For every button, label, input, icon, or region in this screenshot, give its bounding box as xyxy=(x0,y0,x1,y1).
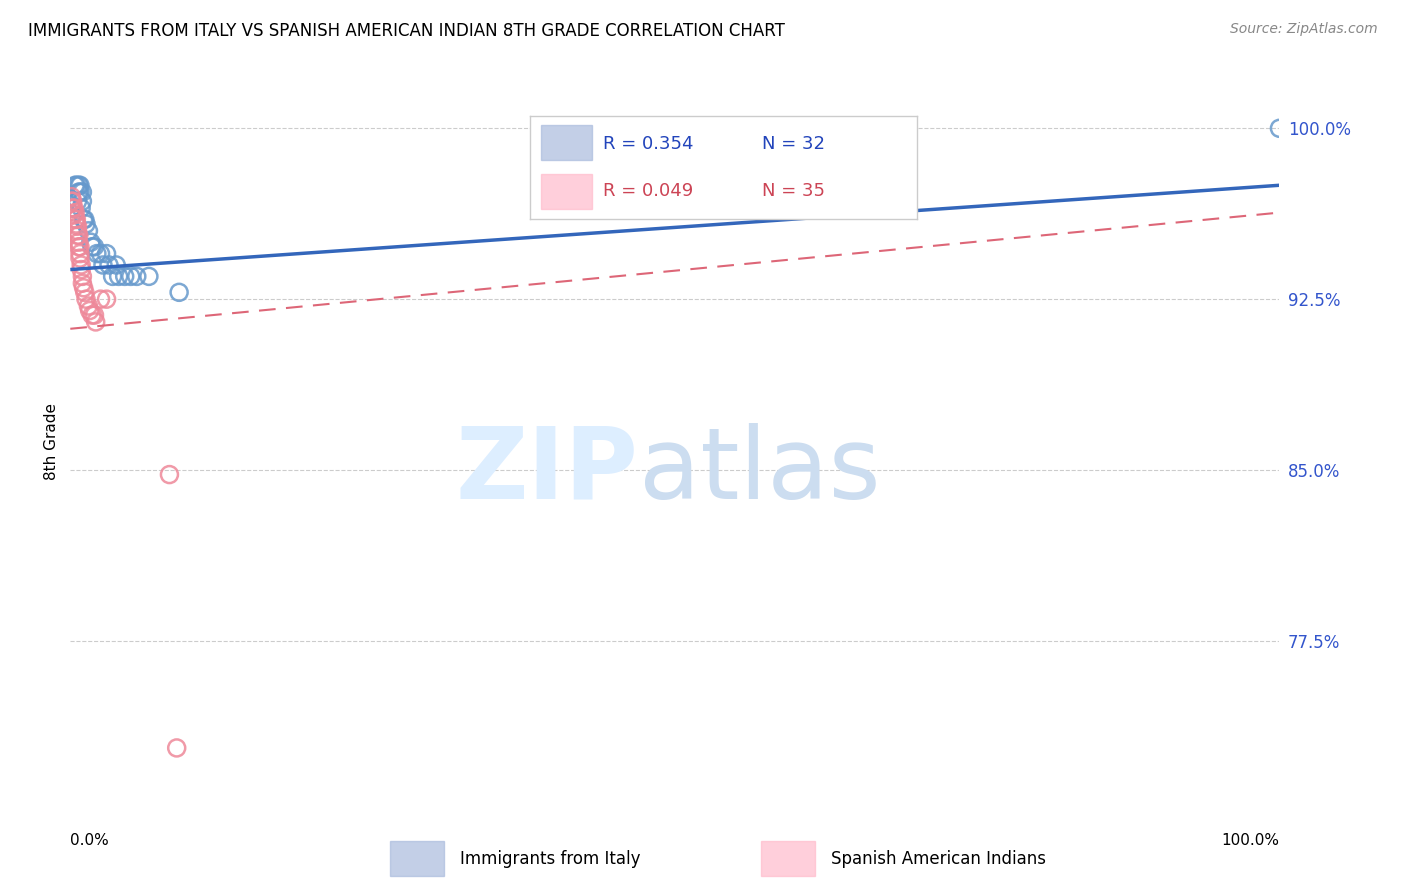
Point xyxy=(63,212,86,227)
Point xyxy=(67,178,90,193)
Point xyxy=(69,178,91,193)
Bar xyxy=(541,125,592,161)
Point xyxy=(63,205,86,219)
Point xyxy=(69,240,91,254)
Text: R = 0.354: R = 0.354 xyxy=(603,135,693,153)
Point xyxy=(125,269,148,284)
Point xyxy=(80,308,103,322)
Text: Source: ZipAtlas.com: Source: ZipAtlas.com xyxy=(1230,22,1378,37)
Point xyxy=(60,194,83,209)
Point xyxy=(66,219,89,234)
Point xyxy=(79,303,101,318)
Point xyxy=(101,269,124,284)
Point xyxy=(73,285,96,300)
Point xyxy=(67,228,90,243)
Point xyxy=(60,201,83,215)
Point xyxy=(166,740,188,755)
Text: 100.0%: 100.0% xyxy=(1222,833,1279,848)
Point xyxy=(83,308,105,322)
Point xyxy=(73,212,96,227)
Text: Immigrants from Italy: Immigrants from Italy xyxy=(460,849,640,868)
Point xyxy=(67,240,90,254)
Point xyxy=(72,185,94,199)
Point xyxy=(120,269,142,284)
Point xyxy=(86,246,108,260)
Point xyxy=(83,240,105,254)
Point xyxy=(70,262,93,277)
Point xyxy=(72,281,94,295)
Text: N = 32: N = 32 xyxy=(762,135,825,153)
Bar xyxy=(541,174,592,209)
Point xyxy=(69,251,91,265)
Point xyxy=(72,194,94,209)
Point xyxy=(91,258,114,272)
Point xyxy=(65,217,87,231)
Text: N = 35: N = 35 xyxy=(762,183,825,201)
Point xyxy=(75,292,97,306)
Point xyxy=(138,269,160,284)
Point xyxy=(66,224,89,238)
Point xyxy=(105,258,128,272)
Bar xyxy=(391,841,444,876)
Point xyxy=(69,246,91,260)
Point xyxy=(75,217,97,231)
Bar xyxy=(762,841,815,876)
Point xyxy=(80,240,103,254)
Point xyxy=(96,292,118,306)
Point xyxy=(77,224,100,238)
Text: IMMIGRANTS FROM ITALY VS SPANISH AMERICAN INDIAN 8TH GRADE CORRELATION CHART: IMMIGRANTS FROM ITALY VS SPANISH AMERICA… xyxy=(28,22,785,40)
Point xyxy=(159,467,181,482)
Point xyxy=(114,269,136,284)
Point xyxy=(70,201,93,215)
Point xyxy=(80,235,103,250)
Point xyxy=(72,269,94,284)
Point xyxy=(107,269,129,284)
Point xyxy=(72,277,94,291)
Point xyxy=(98,258,121,272)
Point xyxy=(72,212,94,227)
Point xyxy=(65,212,87,227)
Point xyxy=(69,185,91,199)
Point xyxy=(77,299,100,313)
Text: 0.0%: 0.0% xyxy=(70,833,110,848)
Point xyxy=(63,178,86,193)
Point xyxy=(63,208,86,222)
Point xyxy=(66,228,89,243)
Text: Spanish American Indians: Spanish American Indians xyxy=(831,849,1046,868)
Point xyxy=(167,285,190,300)
Text: R = 0.049: R = 0.049 xyxy=(603,183,693,201)
Point xyxy=(67,185,90,199)
Point xyxy=(65,178,87,193)
Point xyxy=(60,189,83,203)
Point xyxy=(67,235,90,250)
Point xyxy=(70,258,93,272)
Point xyxy=(96,246,118,260)
Point xyxy=(84,315,107,329)
Point xyxy=(90,292,112,306)
Point xyxy=(62,201,84,215)
Point xyxy=(62,194,84,209)
Point xyxy=(63,201,86,215)
Point xyxy=(66,194,89,209)
Text: atlas: atlas xyxy=(638,423,880,520)
Y-axis label: 8th Grade: 8th Grade xyxy=(44,403,59,480)
Point xyxy=(1268,121,1291,136)
Point xyxy=(90,246,112,260)
Text: ZIP: ZIP xyxy=(456,423,638,520)
